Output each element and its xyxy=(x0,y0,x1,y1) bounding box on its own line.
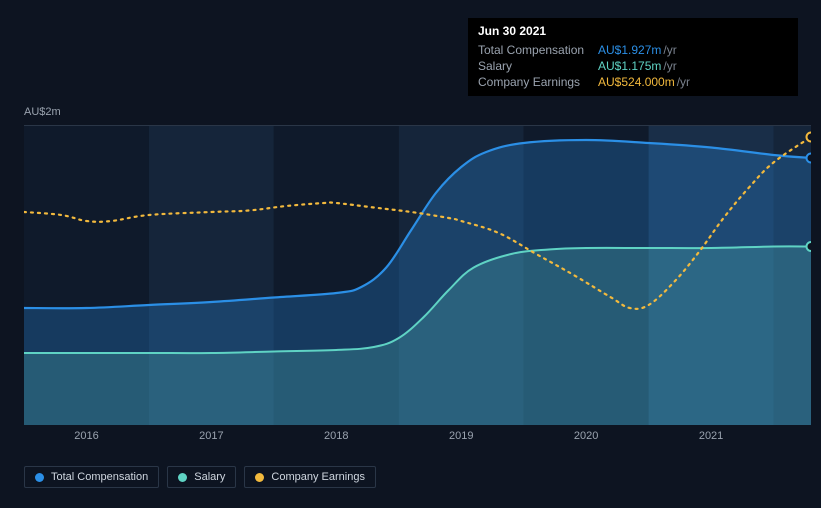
x-tick-label: 2016 xyxy=(74,430,98,442)
tooltip-label: Company Earnings xyxy=(478,75,598,89)
tooltip-label: Salary xyxy=(478,59,598,73)
tooltip-row-earnings: Company Earnings AU$524.000m /yr xyxy=(478,74,788,90)
chart-plot-area[interactable] xyxy=(24,125,811,425)
tooltip-unit: /yr xyxy=(663,43,676,57)
x-tick-label: 2018 xyxy=(324,430,348,442)
x-axis-labels: 2016 2017 2018 2019 2020 2021 xyxy=(24,430,811,446)
tooltip-value: AU$1.175m xyxy=(598,59,661,73)
legend-dot-icon xyxy=(255,473,264,482)
chart-legend: Total Compensation Salary Company Earnin… xyxy=(24,466,376,488)
legend-item-salary[interactable]: Salary xyxy=(167,466,236,488)
legend-item-earnings[interactable]: Company Earnings xyxy=(244,466,376,488)
tooltip-row-total-comp: Total Compensation AU$1.927m /yr xyxy=(478,42,788,58)
tooltip-date: Jun 30 2021 xyxy=(478,24,788,38)
legend-label: Salary xyxy=(194,471,225,483)
legend-dot-icon xyxy=(178,473,187,482)
x-tick-label: 2020 xyxy=(574,430,598,442)
legend-item-total-comp[interactable]: Total Compensation xyxy=(24,466,159,488)
tooltip-unit: /yr xyxy=(663,59,676,73)
x-tick-label: 2017 xyxy=(199,430,223,442)
tooltip-value: AU$1.927m xyxy=(598,43,661,57)
legend-dot-icon xyxy=(35,473,44,482)
tooltip-label: Total Compensation xyxy=(478,43,598,57)
y-axis-top-label: AU$2m xyxy=(24,106,61,118)
legend-label: Total Compensation xyxy=(51,471,148,483)
x-tick-label: 2021 xyxy=(699,430,723,442)
hover-tooltip: Jun 30 2021 Total Compensation AU$1.927m… xyxy=(468,18,798,96)
tooltip-value: AU$524.000m xyxy=(598,75,675,89)
chart-svg xyxy=(24,125,811,425)
x-tick-label: 2019 xyxy=(449,430,473,442)
tooltip-unit: /yr xyxy=(677,75,690,89)
tooltip-row-salary: Salary AU$1.175m /yr xyxy=(478,58,788,74)
legend-label: Company Earnings xyxy=(271,471,365,483)
